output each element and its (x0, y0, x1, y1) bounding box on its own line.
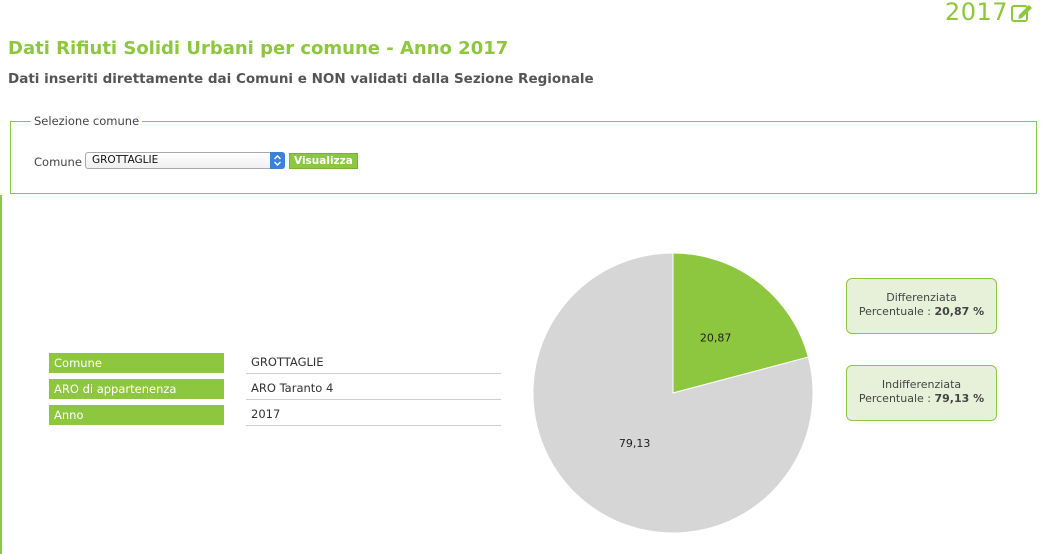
info-key: ARO di appartenenza (49, 379, 224, 399)
pie-slice-indifferenziata (532, 252, 814, 534)
comune-label: Comune (34, 155, 82, 169)
legend-box-differenziata: Differenziata Percentuale : 20,87 % (846, 278, 997, 334)
page-title: Dati Rifiuti Solidi Urbani per comune - … (8, 38, 509, 59)
info-value: 2017 (246, 405, 501, 426)
visualizza-button[interactable]: Visualizza (289, 153, 358, 169)
legend-percent-line: Percentuale : 20,87 % (847, 305, 996, 319)
info-value: GROTTAGLIE (246, 353, 501, 374)
legend-percent-line: Percentuale : 79,13 % (847, 392, 996, 406)
legend-percent-label: Percentuale : (858, 305, 931, 318)
legend-percent-value: 20,87 % (934, 305, 985, 318)
legend-percent-label: Percentuale : (858, 392, 931, 405)
legend-box-indifferenziata: Indifferenziata Percentuale : 79,13 % (846, 365, 997, 421)
info-key: Comune (49, 353, 224, 373)
pie-chart: 20,87 79,13 (532, 252, 814, 534)
pie-label-indifferenziata: 79,13 (619, 437, 651, 450)
legend-percent-value: 79,13 % (934, 392, 985, 405)
fieldset-legend: Selezione comune (31, 114, 143, 128)
comune-select-value: GROTTAGLIE (92, 154, 159, 166)
comune-selection-fieldset: Selezione comune Comune GROTTAGLIE Visua… (10, 114, 1037, 194)
pie-slice-differenziata (672, 252, 809, 394)
year-label: 2017 (944, 0, 1008, 26)
info-value: ARO Taranto 4 (246, 379, 501, 400)
legend-name: Indifferenziata (881, 378, 962, 391)
info-key: Anno (49, 405, 224, 425)
left-accent-border (0, 195, 2, 554)
edit-icon[interactable] (1010, 2, 1034, 24)
pie-label-differenziata: 20,87 (700, 332, 732, 345)
legend-name: Differenziata (886, 291, 957, 304)
comune-select[interactable]: GROTTAGLIE (85, 152, 285, 169)
page-subtitle: Dati inseriti direttamente dai Comuni e … (8, 71, 594, 87)
chevron-updown-icon[interactable] (270, 152, 285, 169)
